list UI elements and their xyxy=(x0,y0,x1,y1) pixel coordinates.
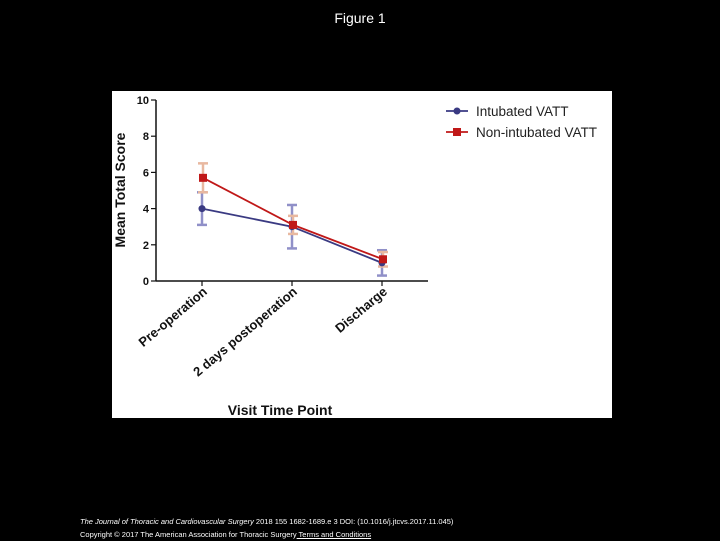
y-tick-label: 0 xyxy=(143,276,149,288)
x-tick-label: Pre-operation xyxy=(136,284,210,350)
x-tick-label: Discharge xyxy=(332,284,390,336)
figure-panel: 0 2 4 6 8 10 Pre-operation 2 days postoperation… xyxy=(112,91,612,418)
data-point xyxy=(289,220,297,229)
y-tick-label: 2 xyxy=(143,240,149,252)
chart-legend: Intubated VATT Non-intubated VATT xyxy=(446,104,597,140)
y-tick-label: 10 xyxy=(137,95,149,107)
slide-title: Figure 1 xyxy=(334,10,386,26)
y-tick-label: 6 xyxy=(143,167,149,179)
data-point xyxy=(198,205,206,213)
data-point xyxy=(199,173,207,182)
copyright-line: Copyright © 2017 The American Associatio… xyxy=(80,528,453,541)
error-bars xyxy=(197,162,388,277)
journal-name: The Journal of Thoracic and Cardiovascul… xyxy=(80,517,254,526)
series-markers xyxy=(198,173,387,267)
x-axis-label: Visit Time Point xyxy=(228,402,333,418)
citation-footer: The Journal of Thoracic and Cardiovascul… xyxy=(80,515,453,541)
data-point xyxy=(379,255,387,264)
copyright-text: Copyright © 2017 The American Associatio… xyxy=(80,530,297,539)
x-tick-label: 2 days postoperation xyxy=(190,284,300,380)
citation-details: 2018 155 1682-1689.e 3 DOI: (10.1016/j.j… xyxy=(253,517,454,526)
y-tick-label: 4 xyxy=(143,204,150,216)
y-tick-label: 8 xyxy=(143,131,149,143)
legend-marker xyxy=(453,107,461,115)
legend-label: Non-intubated VATT xyxy=(476,125,597,140)
legend-label: Intubated VATT xyxy=(476,104,569,119)
legend-marker xyxy=(453,128,461,136)
terms-link[interactable]: Terms and Conditions xyxy=(296,530,372,539)
y-axis-label: Mean Total Score xyxy=(112,132,128,247)
citation-line: The Journal of Thoracic and Cardiovascul… xyxy=(80,515,453,528)
